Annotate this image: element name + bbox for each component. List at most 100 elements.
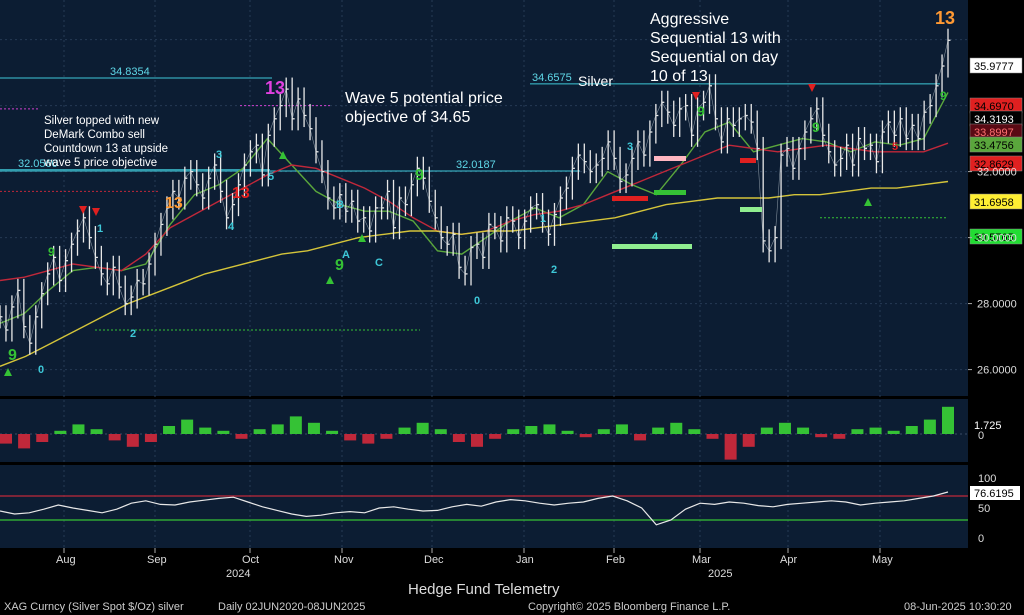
histogram-bar: [471, 434, 483, 447]
count-label: 1: [97, 223, 103, 235]
histogram-bar: [144, 434, 157, 442]
setup-arrow: [808, 84, 816, 92]
setup-arrow: [279, 151, 287, 159]
count-label: A: [342, 249, 350, 261]
count-label: 1: [540, 213, 546, 225]
histogram-bar: [326, 430, 339, 434]
histogram-bar: [362, 434, 375, 444]
count-label: 5: [268, 171, 274, 183]
price-close-line: [0, 40, 949, 345]
price-label: 33.8997: [974, 127, 1014, 139]
count-label: 13: [165, 195, 183, 212]
setup-arrow: [79, 206, 87, 214]
ma-line-2: [0, 180, 949, 367]
count-label: 9: [335, 257, 344, 274]
count-label: 2: [551, 264, 557, 276]
price-label-box: [969, 228, 1023, 245]
time-tick-label: Dec: [424, 554, 444, 566]
instrument-label: XAG Curncy (Silver Spot $/Oz) silver: [4, 601, 184, 613]
annotation-aggressive-1: Aggressive: [650, 11, 729, 28]
histogram-bar: [797, 427, 810, 434]
count-label: 0: [474, 295, 480, 307]
time-tick-label: Apr: [780, 554, 797, 566]
highlight-bar: [612, 244, 692, 249]
histogram-bar: [90, 429, 103, 434]
histogram-bar: [543, 424, 556, 434]
price-panel-bg: [0, 0, 968, 396]
histogram-bar: [217, 430, 230, 434]
histogram-bar: [615, 424, 628, 434]
count-label: C: [375, 257, 383, 269]
histogram-bar: [452, 434, 465, 442]
histogram-bar: [525, 426, 538, 434]
histogram-bar: [778, 422, 791, 434]
count-label: 9: [940, 89, 947, 103]
count-label: 2: [130, 328, 136, 340]
histogram-bar: [670, 422, 683, 434]
time-tick-label: Nov: [334, 554, 354, 566]
histogram-bar: [597, 429, 610, 434]
price-axis-ticks: 26.0000 28.0000 30.0000 32.0000: [968, 167, 1017, 377]
count-label: 13: [232, 185, 250, 202]
annotation-topped-2: DeMark Combo sell: [44, 129, 145, 141]
time-tick-label: Jan: [516, 554, 534, 566]
histogram-bar: [760, 427, 773, 434]
copyright-label: Copyright© 2025 Bloomberg Finance L.P.: [528, 601, 730, 613]
demark-counts: 13 13 13 13 9 9 9 9 9 9 9 0 0 1 1 2 2 3 3 4 4 5 5 A B C: [4, 8, 955, 376]
annotation-topped-1: Silver topped with new: [44, 115, 160, 127]
count-label: 13: [935, 8, 955, 28]
histogram-bar: [398, 427, 411, 434]
histogram-bar: [54, 430, 67, 434]
range-label: Daily 02JUN2020-08JUN2025: [218, 601, 365, 613]
histogram-bar: [344, 434, 357, 441]
oscillator-tick-label: 50: [978, 503, 990, 515]
histogram-bar: [181, 419, 194, 434]
oscillator-panel-bg: [0, 465, 968, 548]
count-label: 9: [697, 103, 705, 119]
histogram-bar: [199, 427, 212, 434]
histogram-bar: [36, 434, 49, 442]
annotation-aggressive-4: 10 of 13: [650, 68, 708, 85]
resistance-label: 34.8354: [110, 66, 150, 78]
histogram-bar: [942, 406, 954, 434]
time-tick-label: Aug: [56, 554, 76, 566]
resistance-label: 32.0187: [456, 159, 496, 171]
count-label: 5: [892, 141, 898, 153]
count-label: 3: [627, 141, 633, 153]
histogram-label-box: [970, 418, 1010, 432]
histogram-bar: [688, 429, 701, 434]
histogram-bar: [489, 434, 502, 439]
histogram-bar: [289, 416, 302, 434]
count-label: 0: [38, 364, 44, 376]
setup-arrow: [92, 208, 100, 216]
setup-arrow: [358, 234, 366, 242]
histogram-bar: [235, 434, 248, 439]
histogram-bar: [706, 434, 719, 439]
histogram-bar: [579, 434, 592, 438]
price-line: [0, 40, 949, 345]
price-label: 33.4756: [974, 140, 1014, 152]
price-tick-label: 32.0000: [977, 167, 1017, 179]
oscillator-tick-label: 100: [978, 473, 996, 485]
year-label: 2025: [708, 568, 732, 580]
highlight-bar: [740, 158, 756, 163]
histogram-bar: [742, 434, 755, 447]
oscillator-line: [0, 491, 949, 526]
histogram-bar: [923, 419, 936, 434]
histogram-bar: [163, 426, 176, 434]
oscillator-label: 76.6195: [974, 488, 1014, 500]
histogram-bar: [634, 434, 647, 441]
histogram-bar: [815, 434, 828, 438]
annotation-aggressive-3: Sequential on day: [650, 49, 778, 66]
histogram-bar: [652, 427, 665, 434]
oscillator-label-box: [970, 486, 1020, 500]
histogram-bar: [833, 434, 846, 439]
histogram-bar: [126, 434, 139, 447]
annotation-aggressive-2: Sequential 13 with: [650, 30, 781, 47]
histogram-bar: [108, 434, 121, 441]
histogram-bar: [380, 434, 393, 439]
price-label: 34.6970: [974, 101, 1014, 113]
chart-title: Silver: [578, 73, 613, 89]
